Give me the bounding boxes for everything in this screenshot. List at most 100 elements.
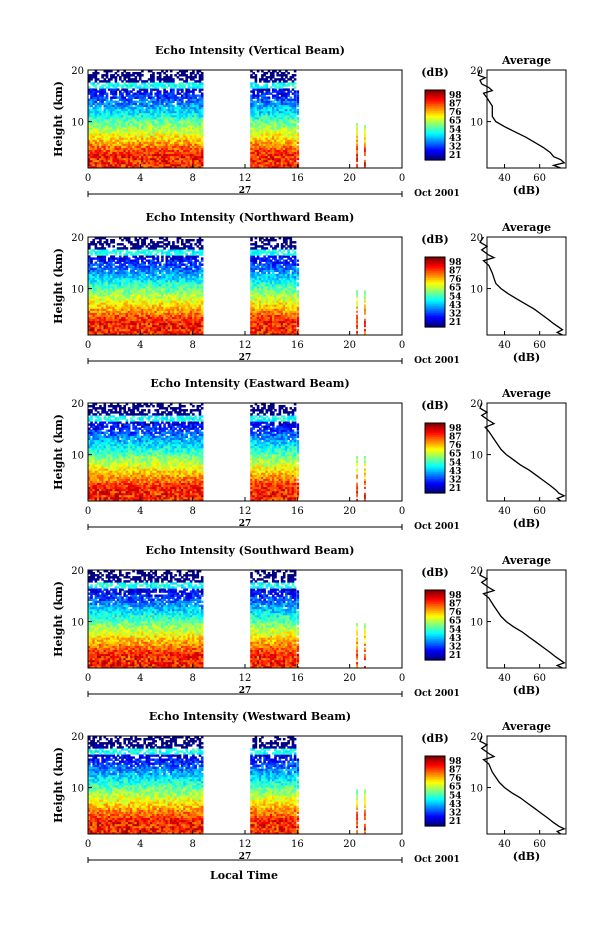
heatmap-cell xyxy=(178,163,182,167)
heatmap-cell xyxy=(250,104,253,108)
heatmap-cell xyxy=(187,119,191,122)
heatmap-cell xyxy=(265,100,269,103)
heatmap-cell xyxy=(287,121,290,124)
heatmap-cell xyxy=(127,102,131,106)
heatmap-cell xyxy=(289,135,293,138)
heatmap-cell xyxy=(147,155,151,159)
heatmap-cell xyxy=(158,163,162,167)
heatmap-cell xyxy=(200,82,204,85)
heatmap-cell xyxy=(116,163,120,167)
heatmap-cell xyxy=(101,117,104,120)
heatmap-cell xyxy=(114,117,118,120)
heatmap-cell xyxy=(121,127,124,130)
heatmap-cell xyxy=(152,82,155,85)
heatmap-cell xyxy=(272,82,275,85)
heatmap-cell xyxy=(138,112,142,116)
heatmap-cell xyxy=(152,96,155,99)
heatmap-cell xyxy=(99,88,102,91)
heatmap-cell xyxy=(189,114,193,118)
heatmap-cell xyxy=(138,102,142,106)
heatmap-cell xyxy=(119,123,122,126)
heatmap-cell xyxy=(259,125,262,128)
heatmap-cell xyxy=(119,163,122,167)
heatmap-cell xyxy=(200,104,204,108)
heatmap-cell xyxy=(105,166,109,169)
heatmap-cell xyxy=(187,139,191,142)
heatmap-cell xyxy=(92,139,95,142)
heatmap-cell xyxy=(125,117,129,120)
heatmap-cell xyxy=(114,141,118,144)
heatmap-cell xyxy=(176,76,180,79)
heatmap-cell xyxy=(158,96,162,99)
heatmap-cell xyxy=(156,241,160,244)
heatmap-cell xyxy=(278,161,282,165)
heatmap-cell xyxy=(196,135,200,138)
heatmap-cell xyxy=(141,123,144,126)
heatmap-cell xyxy=(293,117,297,120)
heatmap-cell xyxy=(272,133,275,136)
heatmap-cell xyxy=(90,76,93,79)
heatmap-cell xyxy=(198,104,202,108)
heatmap-cell xyxy=(252,159,255,163)
heatmap-cell xyxy=(194,102,197,106)
heatmap-cell xyxy=(132,88,135,91)
heatmap-cell xyxy=(99,157,102,161)
heatmap-cell xyxy=(150,137,153,140)
heatmap-cell xyxy=(94,314,98,317)
heatmap-cell xyxy=(158,125,162,128)
heatmap-cell xyxy=(154,84,157,87)
heatmap-cell xyxy=(136,119,140,122)
heatmap-cell xyxy=(88,106,91,110)
heatmap-cell xyxy=(272,129,275,132)
heatmap-cell xyxy=(189,102,193,106)
heatmap-cell xyxy=(289,141,293,144)
heatmap-cell xyxy=(152,72,155,75)
heatmap-cell xyxy=(163,76,166,79)
heatmap-cell xyxy=(265,127,269,130)
heatmap-cell xyxy=(158,166,162,169)
heatmap-cell xyxy=(143,147,146,150)
heatmap-cell xyxy=(94,94,98,97)
heatmap-cells xyxy=(88,70,366,169)
heatmap-cell xyxy=(136,104,140,108)
heatmap-cell xyxy=(252,119,255,122)
heatmap-cell xyxy=(96,129,100,132)
heatmap-cell xyxy=(276,117,279,120)
heatmap-cell xyxy=(152,127,155,130)
heatmap-cell xyxy=(123,133,126,136)
heatmap-cell xyxy=(88,145,91,148)
heatmap-cell xyxy=(276,149,279,152)
heatmap-cell xyxy=(114,100,118,103)
heatmap-cell xyxy=(158,94,162,97)
heatmap-cell xyxy=(200,133,204,136)
heatmap-cell xyxy=(94,159,98,163)
heatmap-cell xyxy=(112,114,115,118)
heatmap-cell xyxy=(123,166,126,169)
heatmap-cell xyxy=(287,94,290,97)
heatmap-cell xyxy=(263,112,266,116)
heatmap-cell xyxy=(123,143,126,146)
heatmap-cell xyxy=(263,117,266,120)
heatmap-cell xyxy=(101,131,104,134)
heatmap-cell xyxy=(134,155,138,159)
heatmap-cell xyxy=(252,143,255,146)
heatmap-cell xyxy=(285,121,288,124)
heatmap-cell xyxy=(289,159,293,163)
heatmap-cell xyxy=(119,141,122,144)
heatmap-cell xyxy=(163,112,166,116)
heatmap-cell xyxy=(112,84,115,87)
heatmap-cell xyxy=(143,117,146,120)
heatmap-cell xyxy=(189,153,193,157)
heatmap-cell xyxy=(194,110,197,114)
heatmap-cell xyxy=(282,80,286,83)
heatmap-cell xyxy=(132,108,135,112)
heatmap-cell xyxy=(291,155,295,159)
heatmap-cell xyxy=(267,102,271,106)
heatmap-cell xyxy=(172,127,175,130)
x-tick-label: 0 xyxy=(85,173,91,184)
heatmap-cell xyxy=(158,143,162,146)
heatmap-cell xyxy=(94,284,98,287)
heatmap-cell xyxy=(130,98,133,101)
heatmap-cell xyxy=(172,94,175,97)
heatmap-cell xyxy=(181,133,184,136)
